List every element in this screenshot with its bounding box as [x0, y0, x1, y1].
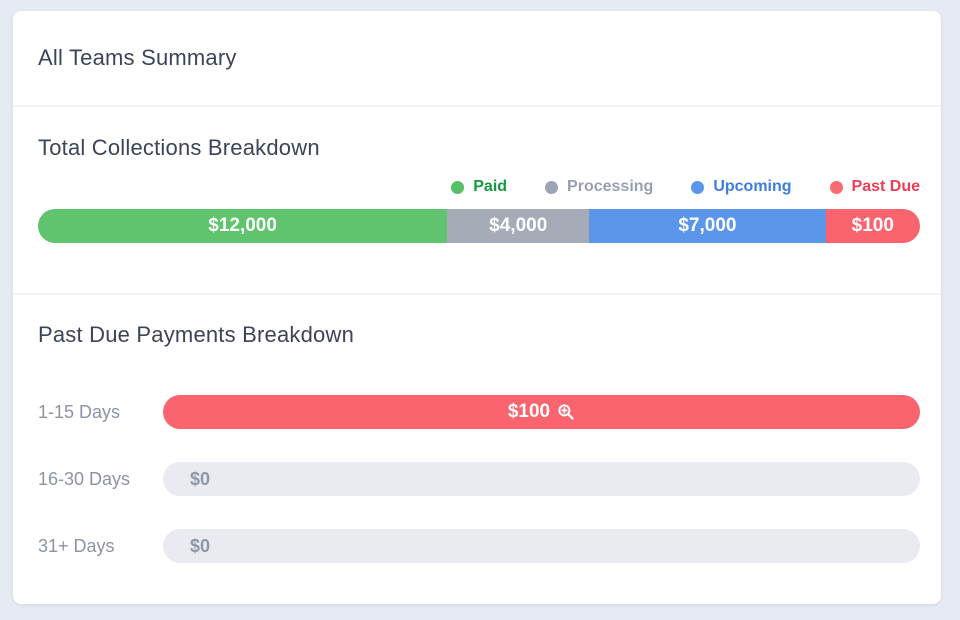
- legend-item-upcoming: Upcoming: [691, 178, 792, 196]
- zoom-in-icon[interactable]: [557, 403, 575, 421]
- past-due-amount-16-30-days: $0: [190, 468, 211, 489]
- past-due-amount-1-15-days: $100: [507, 401, 551, 422]
- past-due-bar-31-plus-days: $0: [163, 529, 920, 563]
- segment-upcoming: $7,000: [589, 209, 826, 243]
- processing-dot-icon: [545, 180, 559, 194]
- collections-legend: Paid Processing Upcoming Past Due: [38, 177, 920, 197]
- past-due-row-1-15-days: 1-15 Days $100: [38, 395, 920, 429]
- past-due-section: Past Due Payments Breakdown 1-15 Days $1…: [13, 293, 941, 605]
- upcoming-dot-icon: [691, 180, 705, 194]
- page-title: All Teams Summary: [38, 45, 237, 70]
- collections-stacked-bar: $12,000 $4,000 $7,000 $100: [38, 209, 920, 243]
- past-due-row-31-plus-days: 31+ Days $0: [38, 529, 920, 563]
- segment-processing-amount: $4,000: [489, 215, 548, 236]
- segment-past-due-amount: $100: [851, 215, 894, 236]
- collections-title: Total Collections Breakdown: [38, 135, 320, 160]
- paid-dot-icon: [451, 180, 465, 194]
- card-header: All Teams Summary: [13, 11, 941, 105]
- segment-processing: $4,000: [447, 209, 590, 243]
- all-teams-summary-card: All Teams Summary Total Collections Brea…: [13, 11, 941, 604]
- past-due-amount-31-plus-days: $0: [190, 535, 211, 556]
- past-due-rows: 1-15 Days $100 16-30 Days: [38, 395, 920, 563]
- past-due-row-16-30-days: 16-30 Days $0: [38, 462, 920, 496]
- legend-item-processing: Processing: [545, 178, 653, 196]
- past-due-bar-16-30-days: $0: [163, 462, 920, 496]
- legend-item-past-due: Past Due: [829, 178, 920, 196]
- past-due-title: Past Due Payments Breakdown: [38, 322, 354, 347]
- segment-upcoming-amount: $7,000: [678, 215, 737, 236]
- legend-label-paid: Paid: [473, 178, 508, 195]
- segment-paid-amount: $12,000: [208, 215, 277, 236]
- legend-label-past-due: Past Due: [851, 178, 920, 195]
- legend-item-paid: Paid: [451, 178, 507, 196]
- row-label-31-plus-days: 31+ Days: [38, 535, 115, 556]
- legend-label-upcoming: Upcoming: [713, 178, 792, 195]
- past-due-dot-icon: [829, 180, 843, 194]
- segment-paid: $12,000: [38, 209, 448, 243]
- row-label-16-30-days: 16-30 Days: [38, 468, 131, 489]
- total-collections-section: Total Collections Breakdown Paid Process…: [13, 105, 941, 293]
- legend-label-processing: Processing: [567, 178, 654, 195]
- segment-past-due: $100: [825, 209, 920, 243]
- row-label-1-15-days: 1-15 Days: [38, 401, 121, 422]
- past-due-bar-1-15-days[interactable]: $100: [163, 395, 920, 429]
